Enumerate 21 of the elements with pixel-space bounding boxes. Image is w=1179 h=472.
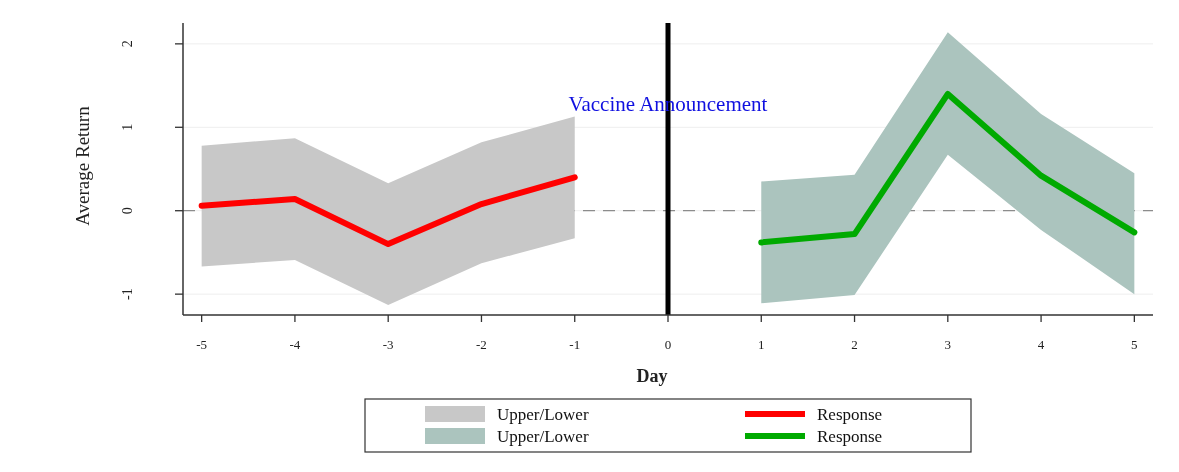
x-tick-label: 5 [1131, 337, 1138, 352]
x-tick-label: -4 [289, 337, 301, 352]
legend-label: Response [817, 426, 883, 446]
y-axis-title: Average Return [71, 105, 93, 226]
x-axis-title: Day [636, 366, 668, 386]
x-tick-label: -5 [196, 337, 208, 352]
x-tick-label: 2 [851, 337, 858, 352]
x-tick-label: 3 [944, 337, 952, 352]
x-tick-label: 1 [758, 337, 765, 352]
x-tick-label: -1 [569, 337, 581, 352]
legend-label: Upper/Lower [497, 404, 589, 424]
x-tick-label: 4 [1037, 337, 1045, 352]
x-tick-label: -3 [382, 337, 394, 352]
x-tick-label: 0 [664, 337, 672, 352]
y-tick-label: 0 [119, 207, 135, 215]
x-tick-label: -2 [476, 337, 487, 352]
y-tick-label: 2 [119, 40, 135, 48]
legend-label: Upper/Lower [497, 426, 589, 446]
legend-label: Response [817, 404, 883, 424]
y-tick-label: 1 [119, 123, 135, 131]
y-tick-label: -1 [119, 288, 135, 300]
